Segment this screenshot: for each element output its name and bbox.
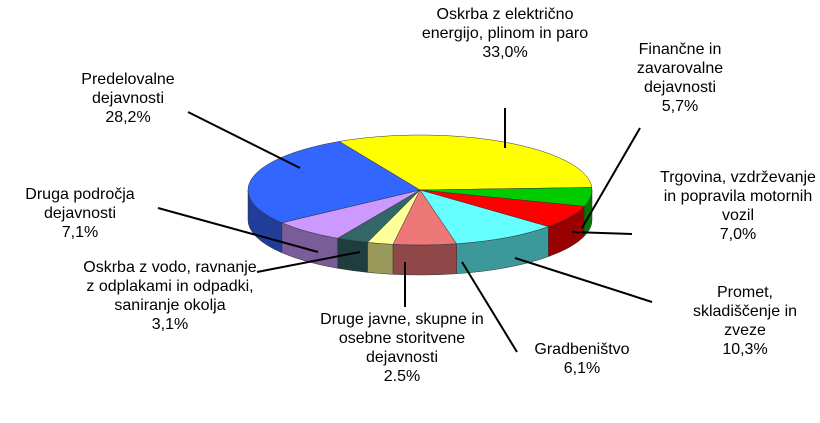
- category-label: Promet, skladiščenje in zveze: [692, 284, 798, 339]
- value-label: 33,0%: [482, 44, 528, 61]
- value-label: 5,7%: [661, 98, 699, 115]
- slice-label: Predelovalne dejavnosti 28,2%: [63, 70, 193, 127]
- leader-line: [157, 207, 319, 253]
- category-label: Trgovina, vzdrževanje in popravila motor…: [660, 169, 816, 224]
- category-label: Druge javne, skupne in osebne storitvene…: [320, 311, 484, 366]
- slice-label: Finančne in zavarovalne dejavnosti 5,7%: [620, 40, 740, 116]
- slice-label: Druga področja dejavnosti 7,1%: [0, 185, 160, 242]
- leader-line: [187, 111, 301, 169]
- category-label: Predelovalne dejavnosti: [81, 71, 175, 107]
- category-label: Oskrba z električno energijo, plinom in …: [421, 6, 589, 42]
- category-label: Finančne in zavarovalne dejavnosti: [636, 41, 724, 96]
- slice-side: [367, 242, 394, 275]
- leader-line: [256, 251, 361, 273]
- value-label: 28,2%: [105, 109, 151, 126]
- leader-line: [571, 231, 633, 235]
- value-label: 7,0%: [719, 226, 757, 243]
- category-label: Gradbeništvo: [534, 341, 630, 358]
- category-label: Druga področja dejavnosti: [25, 186, 135, 222]
- value-label: 2.5%: [383, 368, 421, 385]
- slice-label: Oskrba z električno energijo, plinom in …: [405, 5, 605, 62]
- value-label: 10,3%: [722, 341, 768, 358]
- slice: [247, 141, 421, 224]
- slice-label: Oskrba z vodo, ravnanje z odplakami in o…: [80, 258, 260, 334]
- leader-line: [461, 261, 518, 353]
- leader-line: [514, 257, 653, 303]
- value-label: 3,1%: [151, 316, 189, 333]
- slice-label: Promet, skladiščenje in zveze 10,3%: [680, 283, 810, 359]
- value-label: 7,1%: [61, 224, 99, 241]
- leader-line: [581, 127, 641, 229]
- category-label: Oskrba z vodo, ravnanje z odplakami in o…: [83, 259, 257, 314]
- value-label: 6,1%: [563, 360, 601, 377]
- slice-label: Druge javne, skupne in osebne storitvene…: [317, 310, 487, 386]
- slice: [419, 189, 550, 245]
- slice-label: Trgovina, vzdrževanje in popravila motor…: [658, 168, 818, 244]
- slice-label: Gradbeništvo 6,1%: [517, 340, 647, 378]
- slice-side: [392, 243, 457, 276]
